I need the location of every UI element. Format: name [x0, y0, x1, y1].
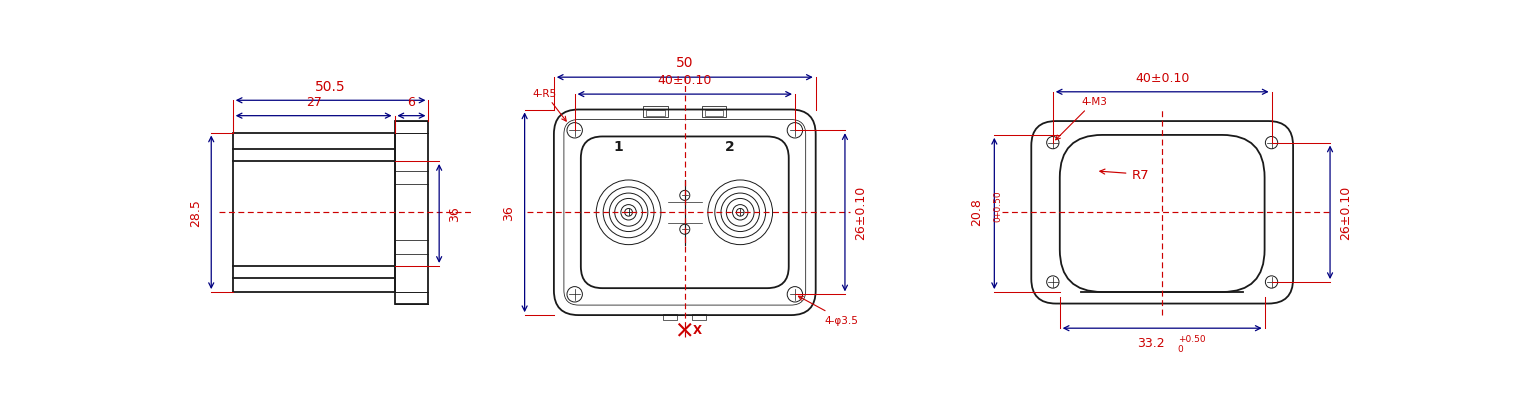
Text: 4-R5: 4-R5 — [533, 88, 567, 122]
Text: 36: 36 — [449, 206, 461, 222]
Text: 1: 1 — [614, 139, 624, 153]
Bar — [644, 107, 668, 118]
Bar — [647, 111, 665, 116]
Text: +0.50: +0.50 — [1178, 334, 1206, 343]
Text: 4-M3: 4-M3 — [1055, 97, 1107, 140]
Bar — [702, 107, 727, 118]
Bar — [664, 314, 677, 320]
Text: 2: 2 — [725, 139, 736, 153]
Text: 26±0.10: 26±0.10 — [1339, 186, 1352, 240]
Text: 0: 0 — [1178, 344, 1183, 353]
Text: X: X — [693, 323, 702, 337]
Text: 36: 36 — [502, 205, 516, 221]
Text: 20.8: 20.8 — [971, 197, 983, 225]
Text: 50: 50 — [676, 56, 694, 70]
Text: 50.5: 50.5 — [315, 79, 346, 93]
Text: 27: 27 — [306, 96, 321, 109]
Text: 33.2: 33.2 — [1137, 336, 1164, 349]
Text: 40±0.10: 40±0.10 — [1135, 72, 1189, 85]
Text: +0.50: +0.50 — [994, 190, 1003, 217]
Text: 40±0.10: 40±0.10 — [657, 74, 713, 87]
Bar — [705, 111, 723, 116]
Text: 28.5: 28.5 — [189, 199, 203, 227]
Text: R7: R7 — [1100, 168, 1149, 181]
Text: 0: 0 — [994, 216, 1003, 222]
Text: 4-φ3.5: 4-φ3.5 — [799, 297, 859, 325]
Text: 26±0.10: 26±0.10 — [854, 186, 868, 240]
Bar — [693, 314, 707, 320]
Text: 6: 6 — [407, 96, 415, 109]
